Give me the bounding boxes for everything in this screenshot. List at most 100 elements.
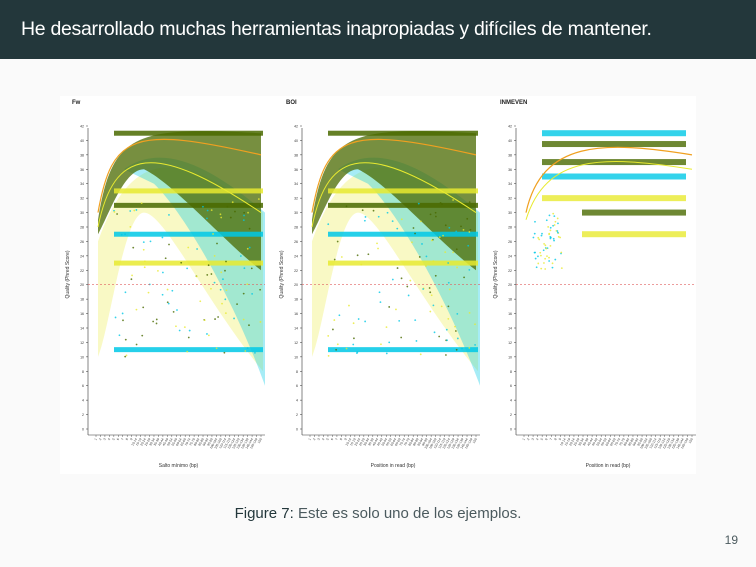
series-green-mass [98,131,261,271]
data-point [142,241,145,244]
data-point [551,262,554,265]
data-point [548,233,551,236]
series-band-4 [542,195,686,202]
data-point [434,274,437,277]
data-point [186,267,189,270]
data-point [466,217,469,220]
y-tick-label: 34 [294,182,298,186]
data-point [460,225,462,228]
x-tick-label: 85-89 [412,437,420,446]
series-band-2 [114,202,263,208]
data-point [168,214,170,216]
data-point [131,274,133,277]
y-tick-label: 28 [508,226,512,230]
data-point [251,292,254,295]
data-point [400,218,403,221]
x-tick-label: 35-39 [367,437,375,446]
data-point [226,205,229,208]
x-tick-label: 85-89 [627,437,635,446]
y-tick-label: 32 [508,197,512,201]
chart-title: INMEVEN [500,100,527,106]
data-point [335,348,338,351]
data-point [132,246,135,249]
data-point [388,306,391,308]
data-point [537,262,540,265]
x-tick-label: 135-139 [455,437,464,449]
data-point [242,292,245,295]
x-tick-label: 15-19 [135,437,143,446]
y-tick-label: 36 [294,168,298,172]
x-tick-label: 45-49 [162,437,170,446]
data-point [386,211,389,214]
y-tick-label: 2 [296,413,298,417]
data-point [155,322,158,325]
data-point [456,266,458,269]
data-point [124,338,127,341]
data-point [336,343,339,346]
data-point [327,335,330,337]
data-point [186,350,189,353]
data-point [556,230,559,232]
x-tick-label: 125-129 [446,437,455,449]
x-tick-label: 140-144 [245,437,254,449]
x-tick-label: 7 [120,437,124,441]
data-point [534,220,536,223]
data-point [379,301,382,304]
data-point [378,291,381,294]
data-point [353,337,355,340]
data-point [135,343,138,346]
x-tick-label: 105-109 [644,437,653,449]
y-tick-label: 12 [508,341,512,345]
data-point [221,302,223,305]
x-tick-label: 6 [544,437,548,441]
data-point [206,217,208,220]
data-point [248,227,251,230]
y-tick-label: 8 [510,370,512,374]
data-point [259,288,262,291]
chart-title: Fw [72,100,81,106]
series-green-mass [312,131,476,271]
data-point [242,318,245,321]
data-point [432,304,435,307]
y-tick-label: 40 [294,139,298,143]
data-point [338,314,341,317]
y-tick-label: 18 [508,298,512,302]
data-point [557,222,559,225]
y-tick-label: 18 [294,298,298,302]
mean-line-orange [525,146,693,213]
x-tick-label: 3 [102,437,106,441]
x-tick-label: 135-139 [671,437,680,449]
figure-caption: Figure 7: Este es solo uno de los ejempl… [0,505,756,522]
data-point [380,343,382,346]
data-point [140,202,143,205]
data-point [551,266,554,269]
data-point [231,201,234,204]
data-point [540,254,542,257]
data-point [210,287,212,290]
series-band-2 [542,159,686,166]
x-tick-label: 65-69 [180,437,188,446]
data-point [206,274,209,276]
mean-line-orange [311,138,477,213]
data-point [533,251,536,254]
x-tick-label: 80-84 [193,437,201,446]
data-point [376,242,378,245]
data-point [333,258,336,261]
x-tick-label: 8 [553,437,557,441]
data-point [418,256,421,258]
data-point [219,213,222,216]
data-point [248,246,251,249]
x-tick-label: 25-29 [573,437,581,446]
x-tick-label: 2 [312,437,316,441]
series-band-1 [114,188,263,194]
data-point [462,228,465,231]
data-point [432,260,435,262]
y-tick-label: 26 [80,240,84,244]
data-point [448,288,451,291]
y-tick-label: 20 [80,283,84,287]
y-tick-label: 38 [80,153,84,157]
y-tick-label: 12 [294,341,298,345]
y-tick-label: 22 [508,269,512,273]
x-tick-label: 50-54 [381,437,389,446]
data-point [164,257,167,260]
